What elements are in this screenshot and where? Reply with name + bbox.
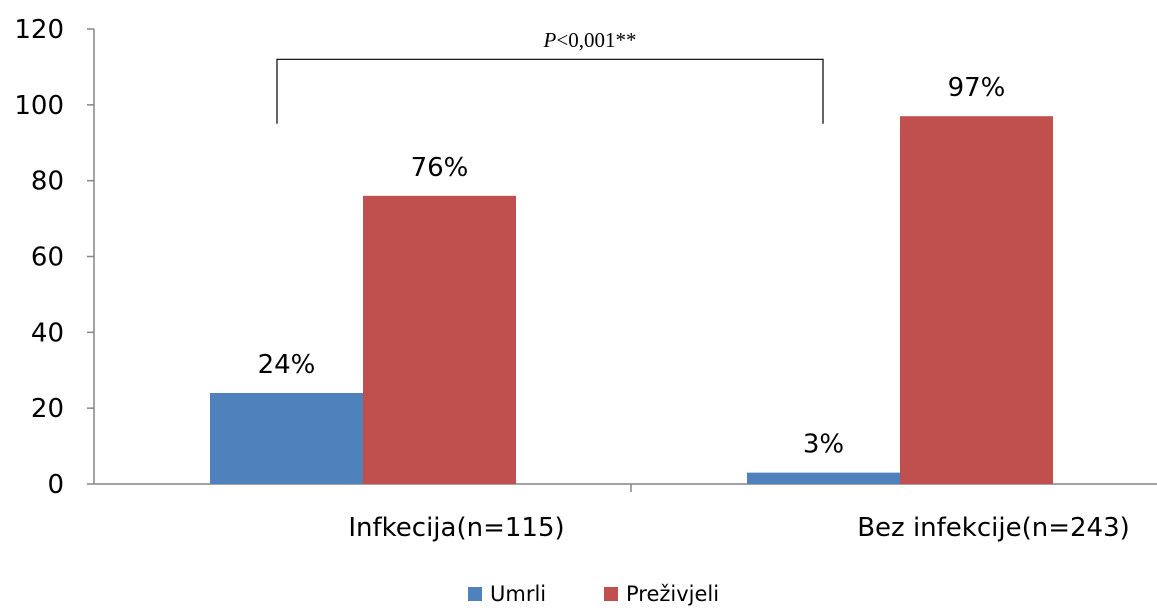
legend-swatch: [604, 587, 618, 601]
significance-annotation: P<0,001**: [276, 28, 824, 124]
p-value-label: P<0,001**: [543, 28, 637, 52]
category-labels: Infkecija(n=115) Bez infekcije(n=243): [348, 513, 1129, 543]
y-tick-label: 100: [14, 91, 64, 121]
y-axis-ticks: 0 20 40 60 80 100 120: [14, 15, 94, 500]
legend-item-umrli: Umrli: [468, 582, 546, 606]
y-tick-label: 80: [31, 167, 64, 197]
data-label: 3%: [803, 430, 844, 460]
legend-label: Preživjeli: [626, 582, 719, 606]
y-tick-label: 20: [31, 394, 64, 424]
category-label: Bez infekcije(n=243): [857, 513, 1130, 543]
data-label: 24%: [258, 350, 316, 380]
bar-prezivjeli-1: [900, 116, 1053, 484]
legend-item-prezivjeli: Preživjeli: [604, 582, 719, 606]
y-tick-label: 120: [14, 15, 64, 45]
data-label: 76%: [411, 153, 469, 183]
bars: [210, 116, 1053, 485]
bar-umrli-1: [747, 472, 900, 484]
legend-label: Umrli: [490, 582, 546, 606]
bar-umrli-0: [210, 393, 363, 484]
significance-bracket: [276, 58, 824, 124]
category-label: Infkecija(n=115): [348, 513, 564, 543]
y-tick-label: 40: [31, 318, 64, 348]
data-label: 97%: [948, 73, 1006, 103]
legend-swatch: [468, 587, 482, 601]
bar-prezivjeli-0: [363, 195, 516, 485]
y-tick-label: 60: [31, 243, 64, 273]
y-tick-label: 0: [47, 470, 64, 500]
legend: Umrli Preživjeli: [468, 582, 719, 606]
data-labels: 24% 76% 3% 97%: [258, 73, 1006, 459]
